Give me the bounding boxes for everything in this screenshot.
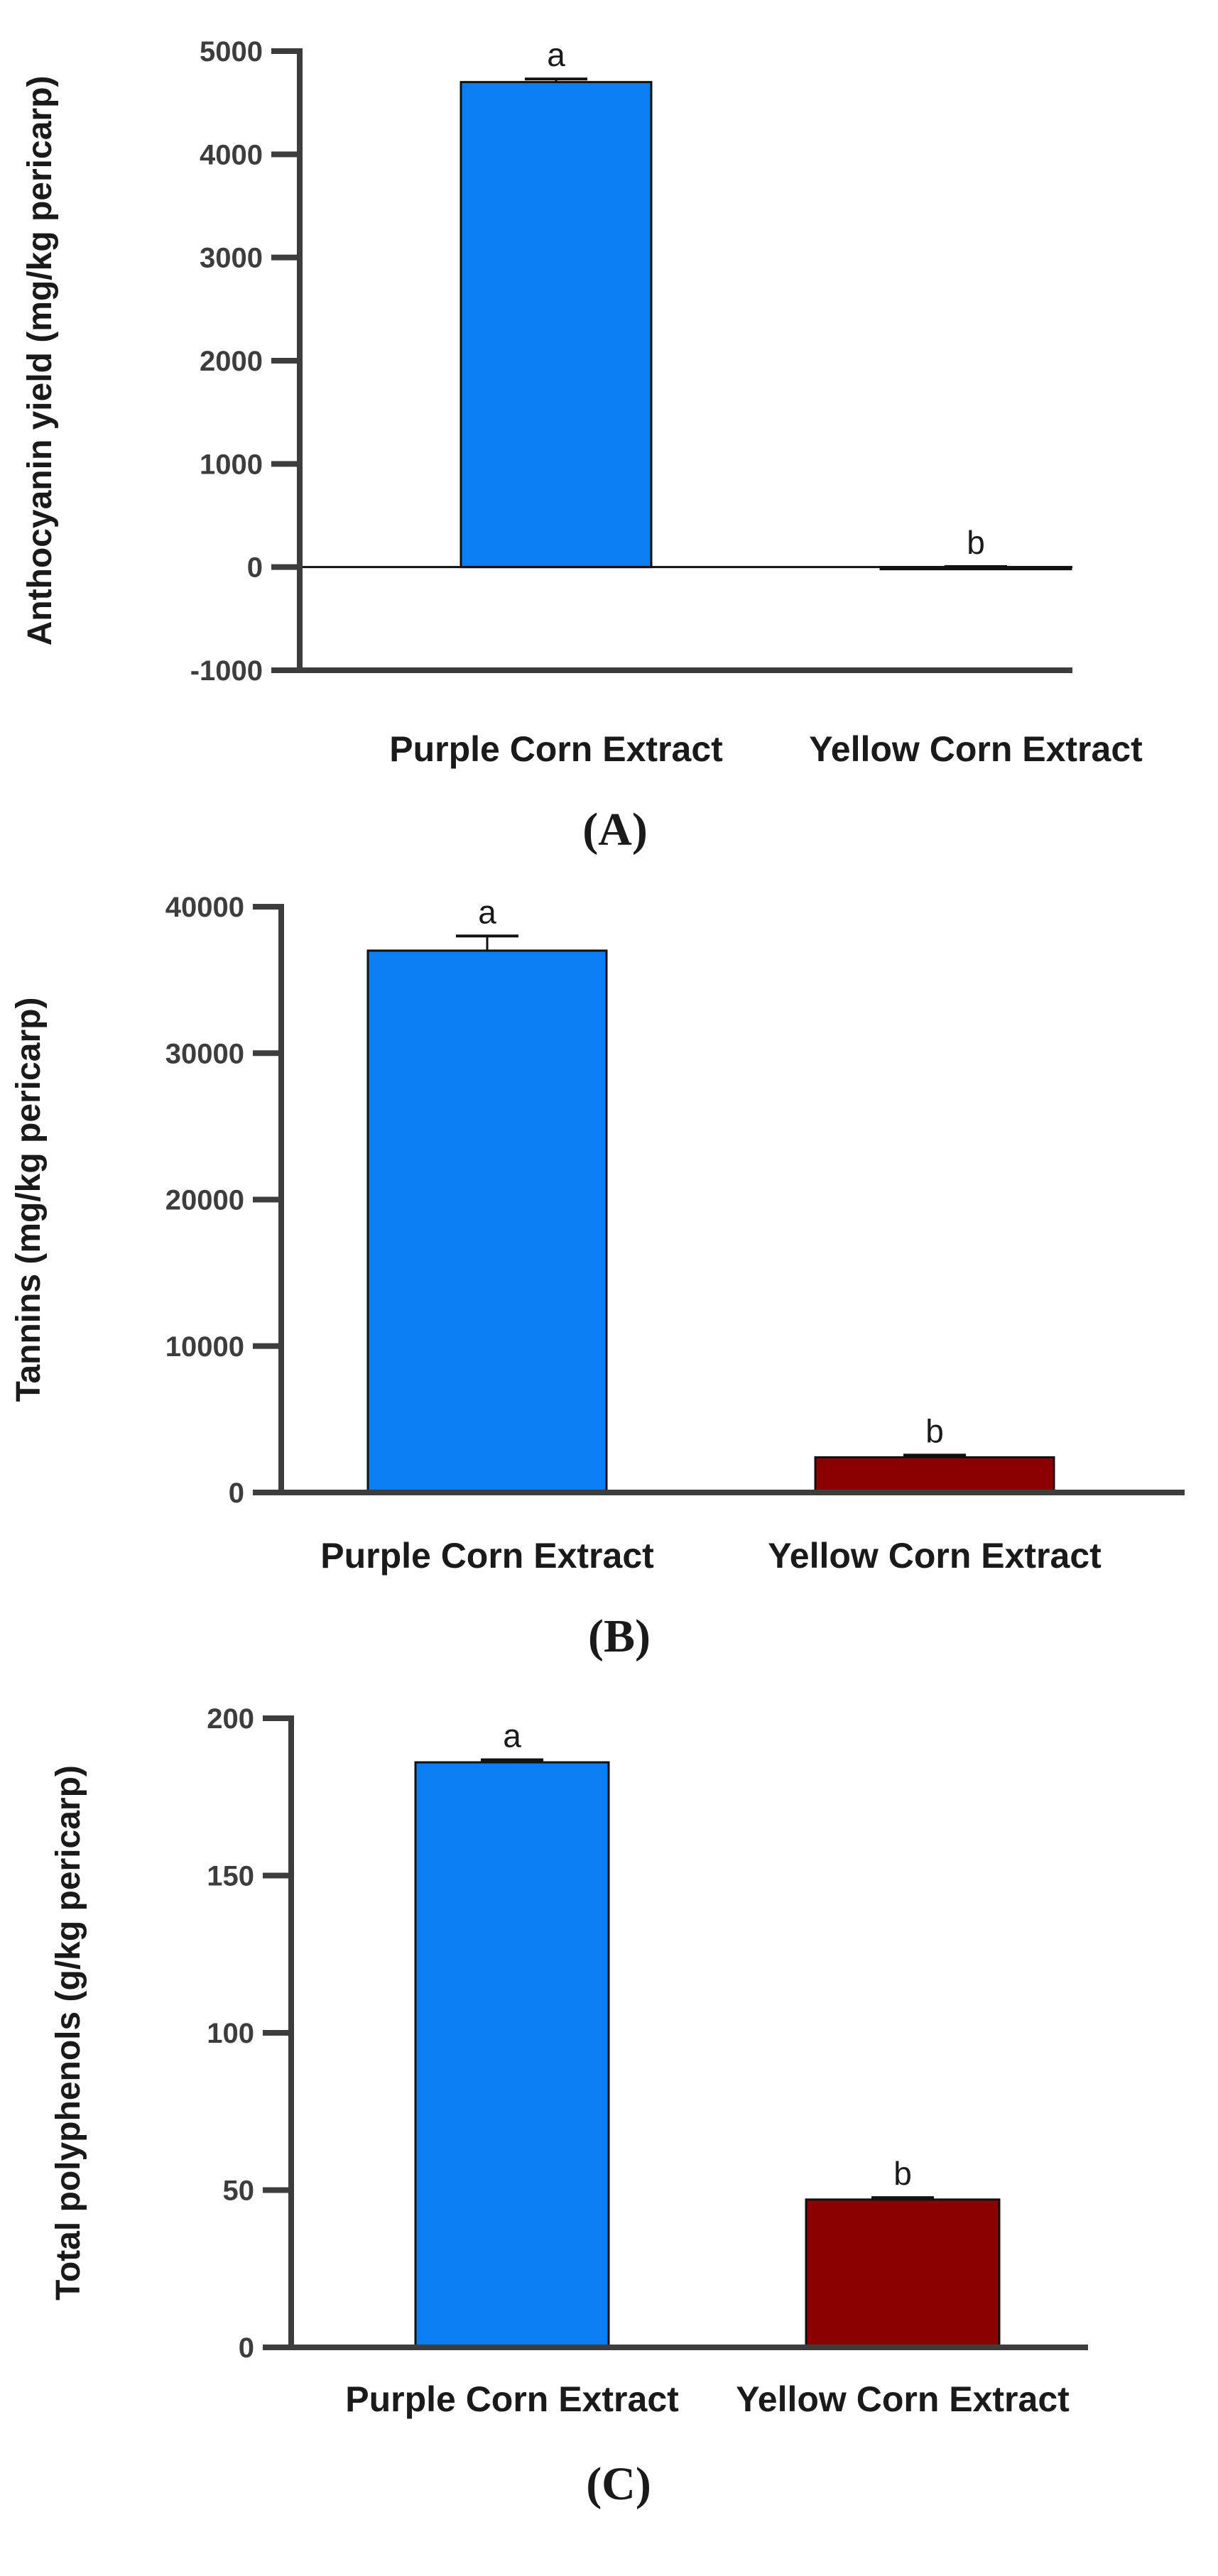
panel-c-y-tick-label: 0 bbox=[239, 2332, 254, 2364]
panel-c-label: (C) bbox=[586, 2458, 651, 2510]
panel-b-y-tick-label: 10000 bbox=[165, 1331, 244, 1363]
panel-c-significance-label: b bbox=[893, 2155, 912, 2192]
panel-c-bar-yellow bbox=[805, 2198, 1001, 2349]
panel-a-label: (A) bbox=[582, 804, 648, 856]
panel-b-y-tick-label: 0 bbox=[229, 1478, 244, 1509]
panel-a-y-tick-label: 3000 bbox=[200, 243, 263, 274]
panel-a-y-tick-label: 0 bbox=[247, 552, 263, 584]
panel-c-y-tick-label: 200 bbox=[207, 1703, 254, 1735]
panel-b-significance-label: b bbox=[925, 1412, 944, 1449]
panel-b-category-label: Purple Corn Extract bbox=[320, 1536, 654, 1576]
panel-a-bar-purple bbox=[460, 81, 653, 569]
panel-c-y-tick-label: 50 bbox=[223, 2176, 255, 2207]
panel-c-bar-purple bbox=[414, 1761, 610, 2349]
panel-a-y-tick-label: 1000 bbox=[200, 449, 263, 480]
panel-c-category-label: Yellow Corn Extract bbox=[736, 2379, 1070, 2419]
panel-b-bar-purple bbox=[366, 949, 608, 1494]
panel-c-category-label: Purple Corn Extract bbox=[345, 2379, 679, 2419]
panel-b-label: (B) bbox=[588, 1610, 651, 1662]
panel-c-y-axis-title: Total polyphenols (g/kg pericarp) bbox=[50, 1765, 87, 2301]
panel-b-category-label: Yellow Corn Extract bbox=[768, 1536, 1102, 1576]
panel-a-y-tick-label: 5000 bbox=[200, 36, 263, 67]
panel-a-category-label: Purple Corn Extract bbox=[389, 729, 723, 769]
panel-c-significance-label: a bbox=[503, 1717, 521, 1754]
panel-a-category-label: Yellow Corn Extract bbox=[809, 729, 1143, 769]
panel-c-y-tick-label: 100 bbox=[207, 2018, 254, 2049]
panel-a-significance-label: a bbox=[547, 36, 565, 73]
panel-a-y-tick-label: 4000 bbox=[200, 139, 263, 170]
panel-a-y-tick-label: 2000 bbox=[200, 346, 263, 377]
panel-b-significance-label: a bbox=[478, 893, 496, 930]
panel-b-y-tick-label: 30000 bbox=[165, 1038, 244, 1069]
panel-a-y-tick-label: -1000 bbox=[190, 655, 263, 687]
panel-a-significance-label: b bbox=[967, 524, 985, 561]
panel-b-y-tick-label: 20000 bbox=[165, 1185, 244, 1216]
panel-b-bar-yellow bbox=[814, 1456, 1055, 1494]
panel-b-y-tick-label: 40000 bbox=[165, 892, 244, 923]
panel-b-y-axis-title: Tannins (mg/kg pericarp) bbox=[10, 998, 48, 1402]
panel-c-y-tick-label: 150 bbox=[207, 1861, 254, 1892]
panel-a-y-axis-title: Anthocyanin yield (mg/kg pericarp) bbox=[21, 76, 59, 646]
